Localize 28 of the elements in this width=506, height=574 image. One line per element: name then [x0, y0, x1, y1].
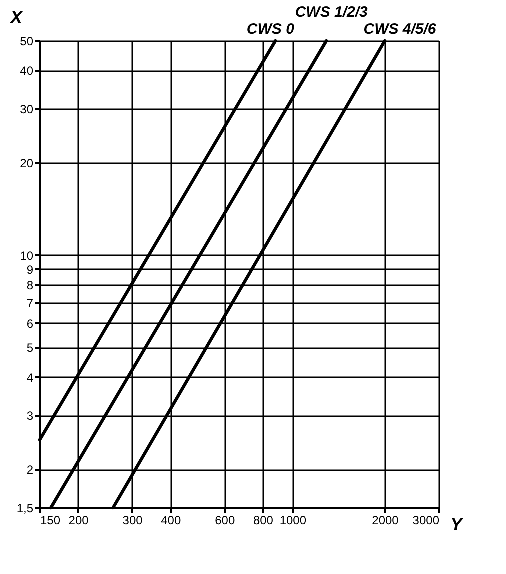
x-axis-title: Y — [450, 514, 464, 534]
y-tick-label: 8 — [26, 278, 34, 293]
y-tick-label: 3 — [26, 409, 34, 424]
x-tick-label: 2000 — [372, 514, 400, 528]
y-axis-title: X — [10, 8, 24, 28]
y-tick-label: 9 — [26, 262, 34, 277]
y-tick-label: 10 — [20, 248, 34, 263]
x-tick-label: 200 — [68, 514, 90, 528]
x-tick-label: 1000 — [280, 514, 307, 528]
y-tick-label: 6 — [26, 316, 34, 331]
y-tick-label: 50 — [20, 34, 34, 48]
x-tick-label: 400 — [161, 514, 182, 528]
y-tick-label: 2 — [26, 463, 34, 478]
x-tick-label: 150 — [40, 514, 61, 528]
y-tick-label: 4 — [26, 370, 34, 385]
x-tick-label: 800 — [253, 514, 274, 528]
x-tick-label: 3000 — [412, 514, 440, 528]
x-tick-label: 300 — [122, 514, 144, 528]
x-tick-label: 600 — [215, 514, 236, 528]
series-label: CWS 1/2/3 — [295, 4, 369, 21]
y-tick-label: 30 — [20, 102, 34, 117]
y-tick-label: 5 — [26, 341, 34, 356]
series-label: CWS 0 — [246, 21, 296, 38]
y-tick-label: 1,5 — [16, 502, 34, 516]
y-tick-label: 7 — [26, 296, 34, 310]
y-tick-label: 20 — [20, 156, 34, 171]
series-label: CWS 4/5/6 — [364, 21, 437, 38]
y-tick-label: 40 — [20, 64, 34, 78]
